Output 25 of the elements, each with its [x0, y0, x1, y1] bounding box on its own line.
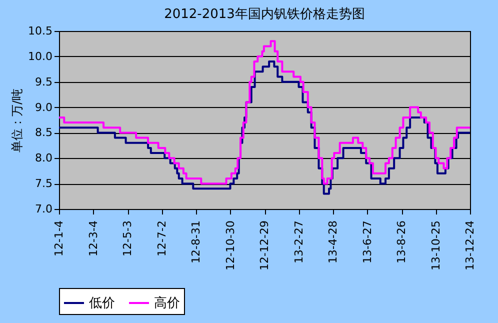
- y-tick-label: 7.5: [35, 177, 52, 190]
- x-tick-label: 12-10-30: [224, 220, 237, 270]
- x-tick-label: 13-8-26: [395, 220, 408, 264]
- y-tick-label: 7.0: [35, 202, 52, 216]
- x-tick-label: 12-3-4: [86, 220, 100, 256]
- y-axis-title: 单位：万/吨: [10, 88, 24, 153]
- y-tick-label: 10.0: [28, 50, 52, 63]
- legend-label: 高价: [154, 295, 180, 311]
- chart-title: 2012-2013年国内钒铁价格走势图: [164, 7, 365, 22]
- x-tick-label: 13-2-27: [292, 220, 306, 264]
- y-tick-label: 9.0: [35, 100, 52, 114]
- x-tick-label: 12-1-4: [52, 220, 66, 256]
- x-tick-label: 13-12-24: [464, 220, 476, 270]
- x-tick-label: 12-7-2: [155, 220, 168, 256]
- y-tick-label: 8.0: [35, 152, 52, 165]
- x-tick-label: 12-5-3: [121, 220, 134, 256]
- y-tick-label: 9.5: [35, 75, 52, 88]
- legend-label: 低价: [89, 296, 115, 311]
- x-tick-label: 13-6-27: [360, 220, 374, 264]
- x-tick-label: 13-4-28: [326, 220, 340, 264]
- x-tick-label: 13-10-25: [429, 220, 442, 270]
- y-tick-label: 10.5: [28, 24, 52, 38]
- x-tick-label: 12-8-31: [190, 220, 202, 264]
- x-tick-label: 12-12-29: [258, 220, 271, 270]
- y-tick-label: 8.5: [35, 126, 52, 140]
